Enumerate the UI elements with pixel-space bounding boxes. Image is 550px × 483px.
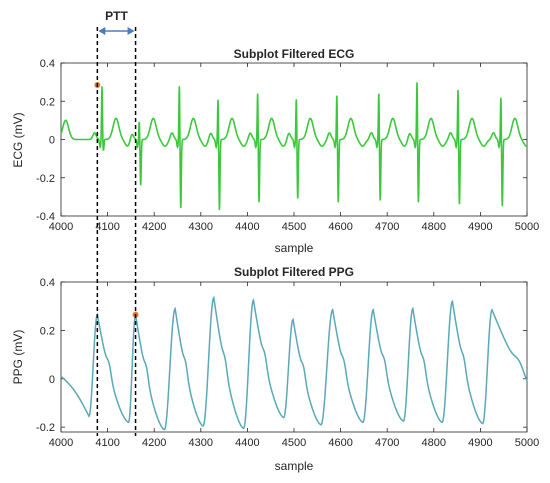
y-tick-label: 0.2 [40,325,55,337]
ppg-trace [60,295,528,431]
y-tick-label: 0.2 [40,96,55,108]
ppg-ylabel: PPG (mV) [11,330,25,385]
x-tick-label: 4200 [142,221,166,233]
ppg-tick-marks [60,281,528,432]
x-tick-label: 4900 [468,221,492,233]
ecg-tick-labels: 4000 4100 4200 4300 4400 4500 4600 4700 4800 4900… [36,58,539,233]
y-tick-label: -0.4 [36,211,55,223]
ecg-subplot: 4000 4100 4200 4300 4400 4500 4600 4700 4800 4900… [11,47,539,255]
y-tick-label: -0.2 [36,173,55,185]
y-tick-label: -0.2 [36,422,55,434]
x-tick-label: 4700 [375,437,399,449]
x-tick-label: 4300 [189,221,213,233]
x-tick-label: 4300 [189,437,213,449]
ecg-xlabel: sample [275,241,314,255]
y-tick-label: 0.4 [40,277,55,289]
x-tick-label: 4500 [282,437,306,449]
x-tick-label: 4000 [49,221,73,233]
ppg-title: Subplot Filtered PPG [234,265,354,279]
x-tick-label: 4100 [95,221,119,233]
ptt-annotation: PTT [96,9,137,436]
ppg-subplot: 4000 4100 4200 4300 4400 4500 4600 4700 4800 4900… [11,265,539,473]
x-tick-label: 4200 [142,437,166,449]
ecg-ylabel: ECG (mV) [11,112,25,167]
ecg-tick-marks [60,62,528,217]
x-tick-label: 4600 [328,437,352,449]
x-tick-label: 4400 [235,437,259,449]
y-tick-label: 0 [49,135,55,147]
ptt-arrowhead-right [127,27,135,35]
x-tick-label: 4700 [375,221,399,233]
x-tick-label: 4600 [328,221,352,233]
ppg-tick-labels: 4000 4100 4200 4300 4400 4500 4600 4700 4800 4900… [36,277,539,449]
x-tick-label: 4800 [422,221,446,233]
y-tick-label: 0 [49,374,55,386]
ecg-title: Subplot Filtered ECG [234,47,355,61]
x-tick-label: 4800 [422,437,446,449]
ppg-xlabel: sample [275,459,314,473]
y-tick-label: 0.4 [40,58,55,70]
x-tick-label: 4900 [468,437,492,449]
x-tick-label: 5000 [515,221,539,233]
x-tick-label: 4000 [49,437,73,449]
x-tick-label: 4100 [95,437,119,449]
x-tick-label: 4500 [282,221,306,233]
ptt-arrowhead-left [98,27,106,35]
x-tick-label: 5000 [515,437,539,449]
x-tick-label: 4400 [235,221,259,233]
ecg-trace [60,82,528,211]
ptt-label: PTT [105,9,128,23]
ppg-axes-frame [60,281,528,433]
